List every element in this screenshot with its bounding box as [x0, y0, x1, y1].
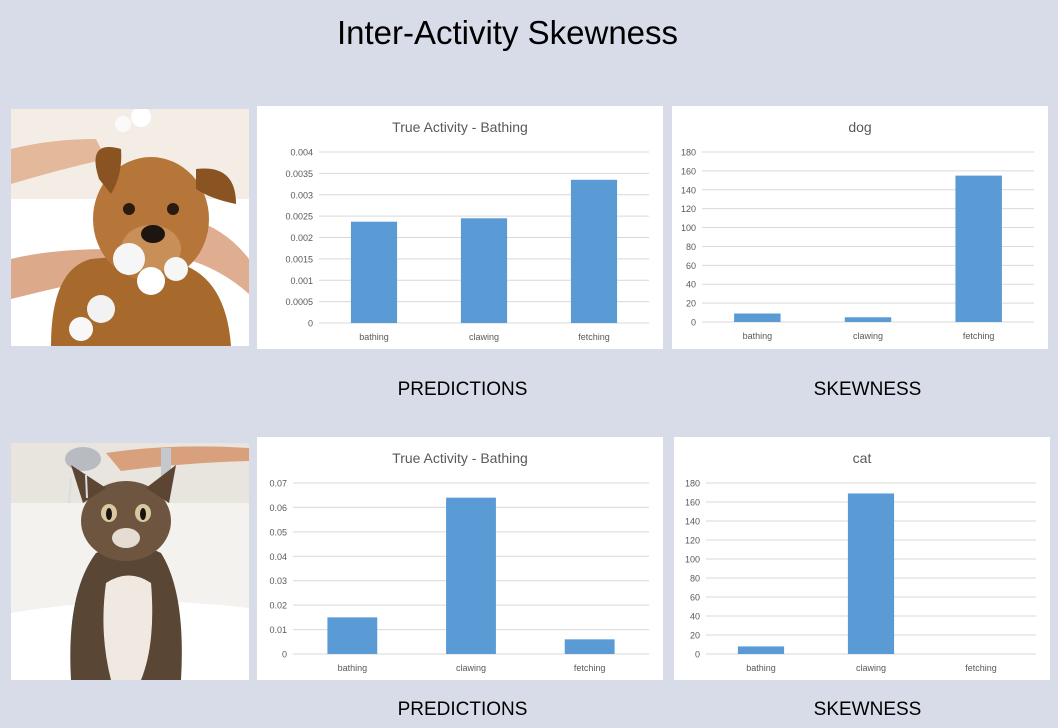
bar-clawing [446, 497, 496, 654]
chart-predictions-cat-svg: True Activity - Bathing 0 0.01 0.02 0.03 0.0… [269, 450, 649, 673]
y-tick-label: 120 [681, 204, 696, 214]
y-tick-label: 100 [681, 223, 696, 233]
y-tick-label: 40 [690, 612, 700, 622]
y-tick-label: 0.0005 [285, 297, 313, 307]
y-tick-label: 0.0015 [285, 254, 313, 264]
x-tick-label: clawing [853, 331, 883, 341]
dog-bathing-photo [11, 109, 249, 346]
x-tick-label: fetching [963, 331, 995, 341]
bar-fetching [955, 175, 1002, 322]
y-tick-label: 0.0035 [285, 169, 313, 179]
y-tick-label: 40 [686, 280, 696, 290]
y-tick-label: 0.0025 [285, 212, 313, 222]
bar-bathing [734, 313, 781, 322]
skewness-caption: SKEWNESS [813, 379, 922, 400]
y-tick-label: 0.01 [269, 625, 287, 635]
chart-title: dog [848, 119, 871, 135]
bar-clawing [460, 218, 508, 323]
skewness-caption: SKEWNESS [813, 699, 922, 720]
chart-predictions-cat: True Activity - Bathing 0 0.01 0.02 0.03 0.0… [257, 437, 663, 680]
y-tick-label: 20 [686, 299, 696, 309]
y-tick-label: 0.003 [290, 190, 313, 200]
y-tick-label: 0.06 [269, 503, 287, 513]
y-tick-label: 140 [681, 185, 696, 195]
bar-bathing [737, 646, 785, 654]
bar-clawing [847, 493, 895, 654]
y-tick-label: 80 [690, 574, 700, 584]
y-tick-label: 0.07 [269, 479, 287, 489]
chart-title: cat [853, 450, 872, 466]
y-tick-label: 140 [685, 517, 700, 527]
bar-bathing [327, 617, 378, 654]
x-tick-label: bathing [359, 332, 389, 342]
chart-skewness-dog: dog 0 20 40 60 80 100 120 140 160 180 bathing clawi… [672, 106, 1048, 349]
chart-skewness-dog-svg: dog 0 20 40 60 80 100 120 140 160 180 bathing clawi… [681, 119, 1034, 341]
x-tick-label: bathing [743, 331, 773, 341]
y-tick-label: 0.04 [269, 552, 287, 562]
cat-bathing-photo [11, 443, 249, 680]
x-tick-label: fetching [965, 663, 997, 673]
chart-skewness-cat: cat 0 20 40 60 80 100 120 140 160 180 bathing clawi… [674, 437, 1050, 680]
x-tick-label: clawing [456, 663, 486, 673]
y-tick-label: 180 [685, 479, 700, 489]
x-tick-label: fetching [578, 332, 610, 342]
predictions-caption: PREDICTIONS [397, 699, 528, 720]
x-tick-label: clawing [856, 663, 886, 673]
y-tick-label: 160 [681, 166, 696, 176]
x-tick-label: bathing [338, 663, 368, 673]
bar-fetching [564, 639, 615, 654]
y-tick-label: 0.002 [290, 233, 313, 243]
y-tick-label: 0.05 [269, 527, 287, 537]
bar-clawing [844, 317, 892, 322]
y-tick-label: 0.03 [269, 576, 287, 586]
y-tick-label: 60 [690, 593, 700, 603]
y-tick-label: 20 [690, 631, 700, 641]
page-title: Inter-Activity Skewness [336, 14, 679, 51]
y-tick-label: 60 [686, 261, 696, 271]
y-tick-label: 0.004 [290, 148, 313, 158]
chart-title: True Activity - Bathing [392, 119, 528, 135]
chart-skewness-cat-svg: cat 0 20 40 60 80 100 120 140 160 180 bathing clawi… [685, 450, 1036, 673]
chart-predictions-dog: True Activity - Bathing 0 0.0005 0.001 0.00… [257, 106, 663, 349]
y-tick-label: 0 [695, 650, 700, 660]
bar-bathing [350, 221, 398, 323]
x-tick-label: fetching [574, 663, 606, 673]
chart-predictions-dog-svg: True Activity - Bathing 0 0.0005 0.001 0.00… [285, 119, 649, 342]
y-tick-label: 0.02 [269, 601, 287, 611]
y-tick-label: 80 [686, 242, 696, 252]
y-tick-label: 0 [308, 319, 313, 329]
y-tick-label: 0.001 [290, 276, 313, 286]
bar-fetching [570, 179, 618, 323]
y-tick-label: 100 [685, 555, 700, 565]
y-tick-label: 120 [685, 536, 700, 546]
predictions-caption: PREDICTIONS [397, 379, 528, 400]
y-tick-label: 0 [282, 650, 287, 660]
y-tick-label: 0 [691, 318, 696, 328]
y-tick-label: 180 [681, 148, 696, 158]
chart-title: True Activity - Bathing [392, 450, 528, 466]
x-tick-label: bathing [746, 663, 776, 673]
x-tick-label: clawing [469, 332, 499, 342]
y-tick-label: 160 [685, 498, 700, 508]
